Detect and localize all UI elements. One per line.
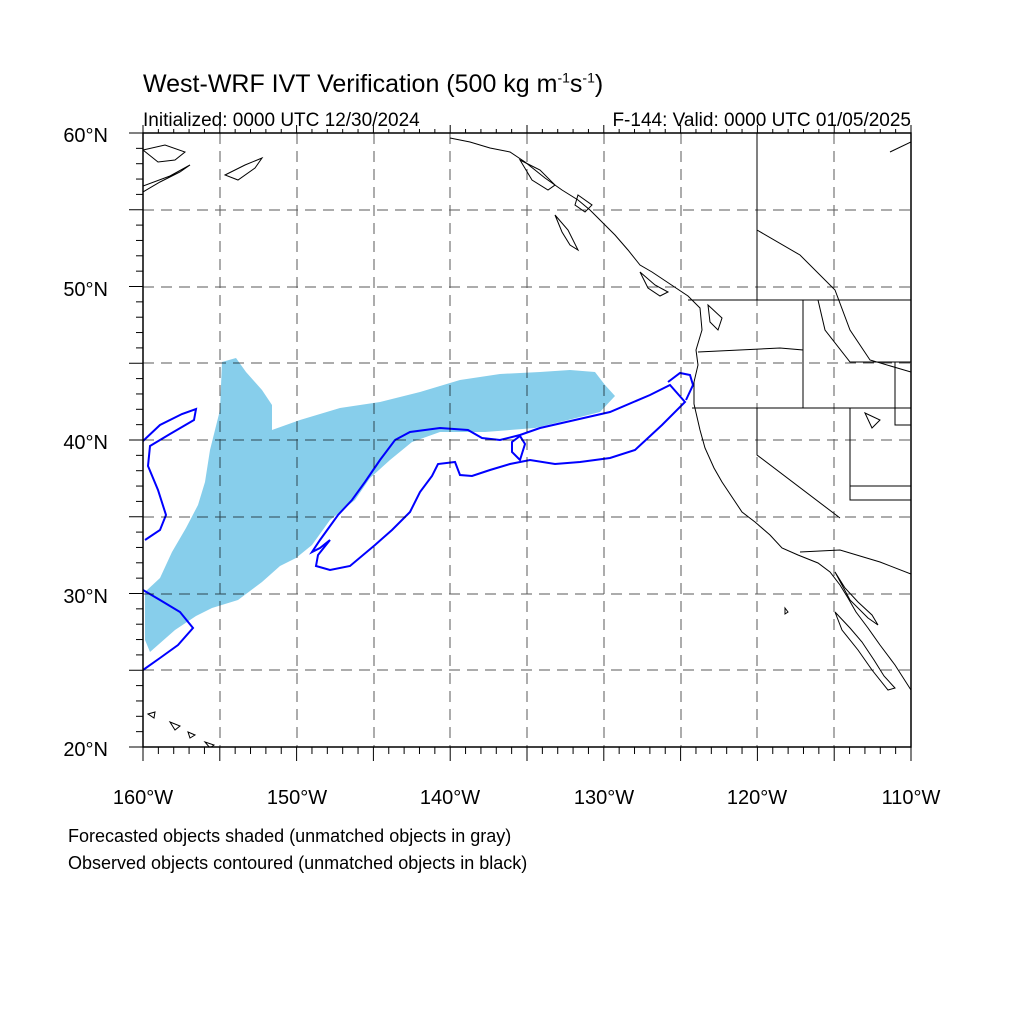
observed-object-west-upper [143, 407, 198, 541]
lat-label-40n: 40°N [63, 432, 108, 454]
lat-label-60n: 60°N [63, 125, 108, 147]
coastlines [143, 137, 911, 747]
caption-observed: Observed objects contoured (unmatched ob… [68, 853, 528, 873]
lon-label-150w: 150°W [267, 787, 327, 809]
political-borders [688, 133, 911, 575]
lon-label-110w: 110°W [882, 787, 941, 809]
lon-label-130w: 130°W [574, 787, 634, 809]
observed-object-west-lower [143, 589, 195, 671]
lat-label-20n: 20°N [63, 739, 108, 761]
initialized-time: Initialized: 0000 UTC 12/30/2024 [143, 110, 420, 131]
graticule [143, 133, 911, 747]
observed-object-east-tip [667, 371, 695, 401]
lon-label-120w: 120°W [727, 787, 787, 809]
observed-object-inner [511, 434, 527, 462]
lat-label-30n: 30°N [63, 586, 108, 608]
lon-label-140w: 140°W [420, 787, 480, 809]
chart-title: West-WRF IVT Verification (500 kg m-1s-1… [143, 69, 604, 98]
axis-ticks [129, 125, 912, 761]
valid-time: F-144: Valid: 0000 UTC 01/05/2025 [612, 110, 911, 131]
caption-forecast: Forecasted objects shaded (unmatched obj… [68, 826, 512, 846]
observed-object-main [309, 383, 687, 572]
lon-label-160w: 160°W [113, 787, 173, 809]
forecast-ivt-object [145, 358, 615, 652]
lat-label-50n: 50°N [63, 279, 108, 301]
